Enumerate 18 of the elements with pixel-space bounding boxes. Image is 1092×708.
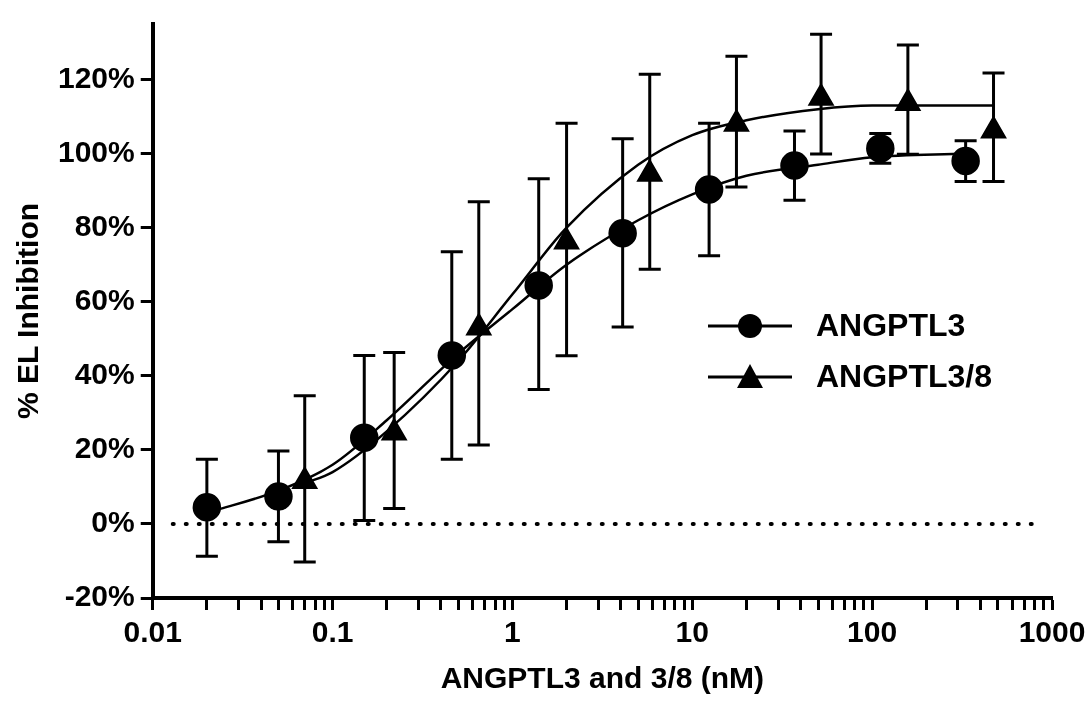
y-tick-label: 0% (91, 505, 135, 539)
y-tick-label: 100% (57, 134, 135, 168)
y-axis-title: % EL Inhibition (11, 202, 45, 420)
legend-label: ANGPTL3/8 (816, 358, 993, 395)
x-tick-label: 100 (847, 615, 898, 649)
legend-label: ANGPTL3 (816, 307, 966, 344)
y-tick-label: 80% (74, 208, 135, 242)
x-tick-label: 0.1 (311, 615, 354, 649)
y-tick-label: -20% (64, 579, 135, 613)
y-tick-label: 60% (74, 283, 135, 317)
y-tick-label: 120% (57, 60, 135, 94)
y-tick-label: 20% (74, 431, 135, 465)
x-tick-label: 1 (504, 615, 521, 649)
x-tick-label: 1000 (1018, 615, 1086, 649)
x-axis-title: ANGPTL3 and 3/8 (nM) (440, 661, 765, 695)
y-tick-label: 40% (74, 357, 135, 391)
x-tick-label: 0.01 (123, 615, 182, 649)
x-tick-label: 10 (675, 615, 709, 649)
